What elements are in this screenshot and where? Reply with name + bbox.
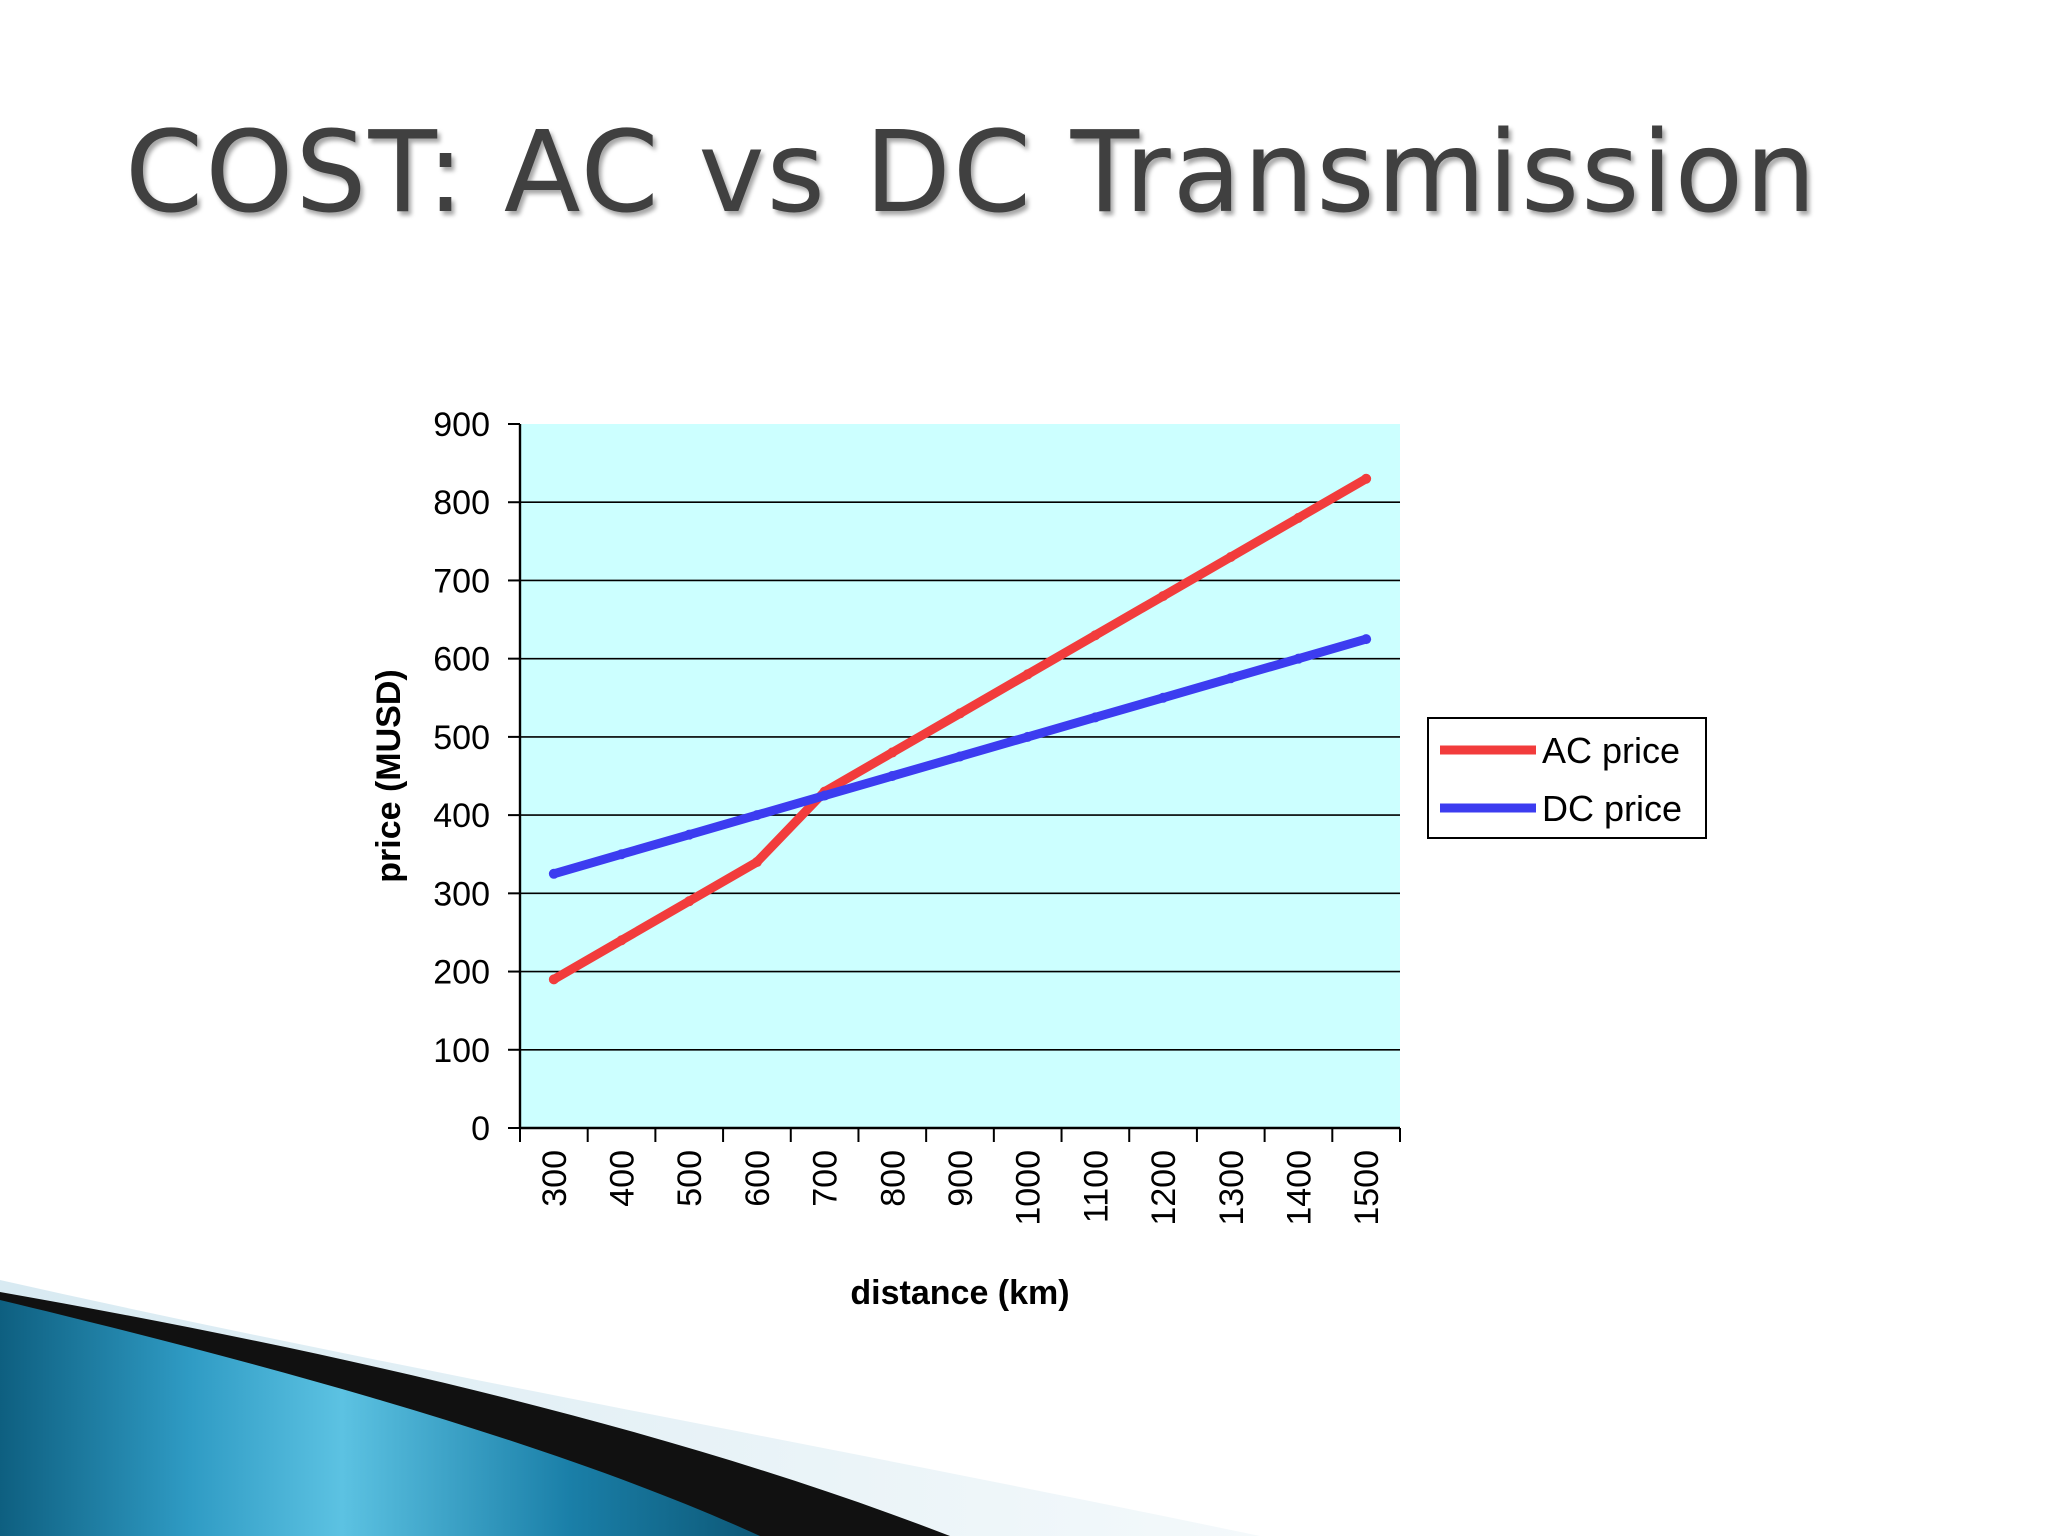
plot-area bbox=[520, 424, 1400, 1128]
x-tick-label: 700 bbox=[807, 1150, 845, 1207]
y-axis-title: price (MUSD) bbox=[370, 669, 408, 882]
legend-box bbox=[1427, 717, 1707, 839]
y-tick-label: 400 bbox=[433, 797, 490, 835]
legend-label: AC price bbox=[1542, 730, 1680, 771]
x-tick-label: 1500 bbox=[1348, 1150, 1386, 1226]
data-point bbox=[1293, 512, 1304, 523]
x-tick-label: 300 bbox=[536, 1150, 574, 1207]
data-point bbox=[1225, 673, 1236, 684]
x-tick-label: 1000 bbox=[1010, 1150, 1048, 1226]
data-point bbox=[955, 751, 965, 762]
data-point bbox=[1022, 669, 1033, 680]
data-point bbox=[1361, 473, 1372, 484]
data-point bbox=[1090, 712, 1101, 723]
data-point bbox=[616, 935, 627, 946]
data-point bbox=[1022, 731, 1033, 742]
data-point bbox=[819, 790, 830, 801]
x-tick-label: 1400 bbox=[1280, 1150, 1318, 1226]
y-tick-label: 700 bbox=[433, 562, 490, 600]
data-point bbox=[616, 849, 627, 860]
x-tick-label: 400 bbox=[604, 1150, 642, 1207]
x-tick-label: 800 bbox=[874, 1150, 912, 1207]
data-point bbox=[684, 896, 695, 907]
data-point bbox=[955, 708, 965, 719]
x-axis-title: distance (km) bbox=[850, 1274, 1069, 1312]
data-point bbox=[751, 857, 762, 868]
x-tick-label: 900 bbox=[942, 1150, 980, 1207]
y-tick-label: 500 bbox=[433, 719, 490, 757]
y-tick-label: 600 bbox=[433, 641, 490, 679]
x-tick-label: 600 bbox=[739, 1150, 777, 1207]
data-point bbox=[548, 868, 559, 879]
y-tick-label: 0 bbox=[471, 1110, 490, 1148]
y-tick-label: 200 bbox=[433, 954, 490, 992]
slide-title: COST: AC vs DC Transmission bbox=[125, 108, 1819, 238]
swoosh-blue-band bbox=[0, 1300, 760, 1536]
x-tick-label: 500 bbox=[671, 1150, 709, 1207]
y-tick-label: 100 bbox=[433, 1032, 490, 1070]
y-tick-label: 900 bbox=[433, 406, 490, 444]
data-point bbox=[887, 771, 898, 781]
data-point bbox=[1361, 634, 1372, 645]
x-tick-label: 1100 bbox=[1077, 1150, 1115, 1223]
data-point bbox=[684, 829, 695, 840]
y-tick-label: 800 bbox=[433, 484, 490, 522]
data-point bbox=[751, 810, 762, 821]
x-tick-label: 1200 bbox=[1145, 1150, 1183, 1226]
data-point bbox=[1158, 591, 1169, 602]
data-point bbox=[1225, 551, 1236, 562]
legend-label: DC price bbox=[1542, 788, 1682, 829]
data-point bbox=[1158, 692, 1169, 703]
data-point bbox=[1090, 630, 1101, 641]
data-point bbox=[887, 747, 898, 758]
y-tick-label: 300 bbox=[433, 875, 490, 913]
data-point bbox=[548, 974, 559, 985]
x-tick-label: 1300 bbox=[1213, 1150, 1251, 1226]
data-point bbox=[1293, 653, 1304, 664]
